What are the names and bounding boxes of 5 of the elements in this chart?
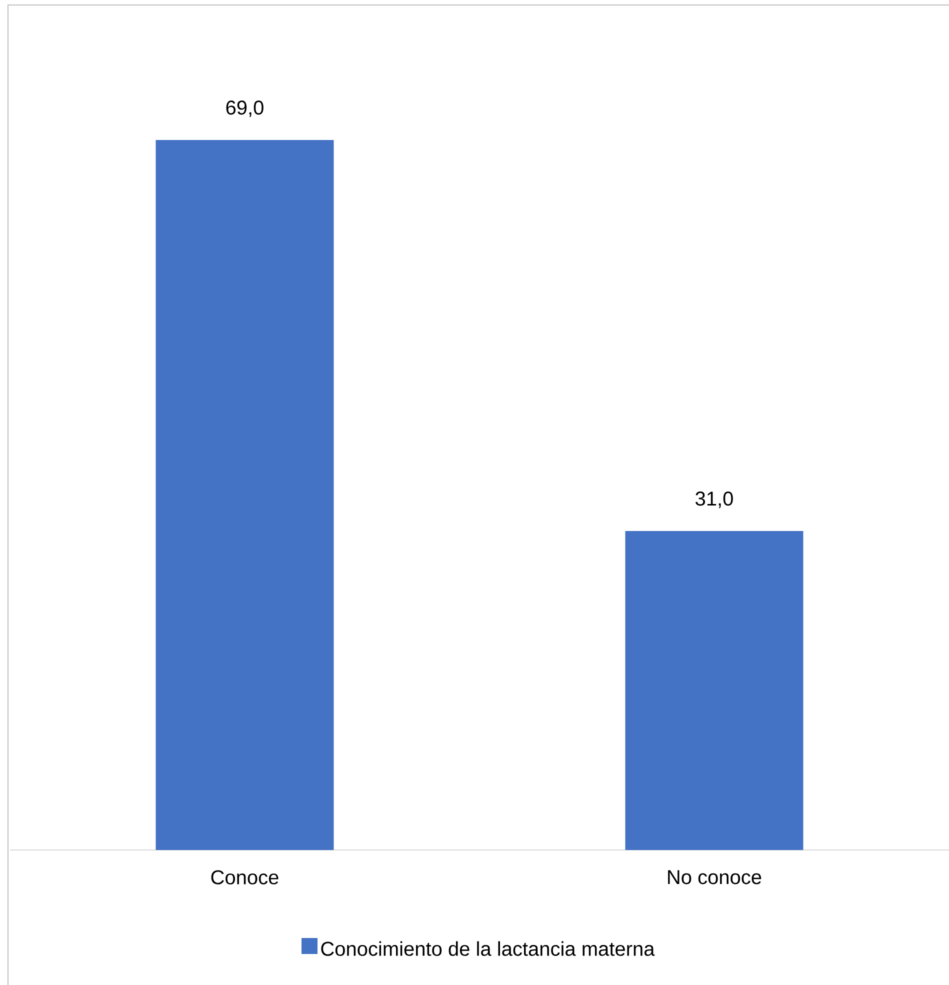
data-label: 31,0 (696, 492, 733, 508)
data-label: 69,0 (226, 100, 264, 118)
x-tick-label: No conoce (668, 870, 762, 884)
legend-label: Conocimiento de la lactancia materna (321, 941, 655, 956)
x-tick-label: Conoce (211, 870, 278, 884)
